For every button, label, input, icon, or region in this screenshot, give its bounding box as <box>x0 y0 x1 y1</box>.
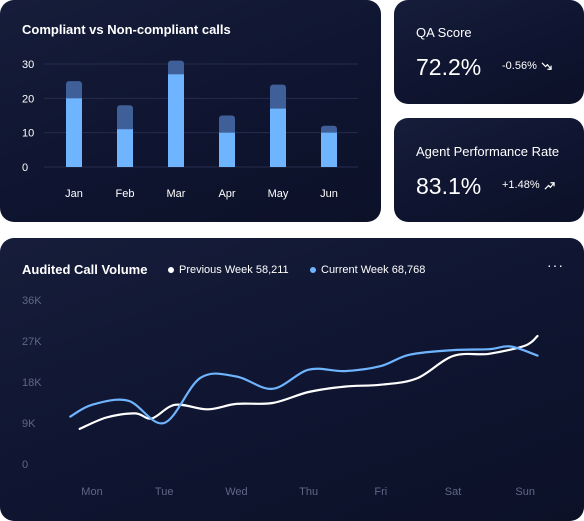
bar-compliant <box>117 129 133 167</box>
audited-call-volume-chart: 0 9K 18K 27K 36K Mon Tue Wed Thu Fri Sat Sun <box>22 295 539 498</box>
legend-dot-previous <box>168 267 174 273</box>
trend-down-icon <box>541 61 552 70</box>
line-chart-title: Audited Call Volume <box>22 262 148 277</box>
line-x-tick-label: Thu <box>299 486 318 498</box>
agent-performance-value: 83.1% <box>416 173 482 199</box>
line-y-tick-label: 9K <box>22 418 36 430</box>
bar-compliant <box>168 74 184 167</box>
trend-up-icon <box>544 181 555 190</box>
agent-performance-delta-text: +1.48% <box>502 179 540 191</box>
agent-performance-title: Agent Performance Rate <box>416 144 560 159</box>
line-x-tick-label: Tue <box>155 486 174 498</box>
qa-score-card: QA Score 72.2% -0.56% <box>394 0 584 104</box>
line-x-tick-label: Wed <box>225 486 247 498</box>
bar-compliant <box>219 132 235 167</box>
bar-chart-title: Compliant vs Non-compliant calls <box>22 22 231 37</box>
bar-noncompliant <box>219 115 235 137</box>
bar-noncompliant <box>168 60 184 79</box>
line-x-tick-label: Mon <box>81 486 102 498</box>
bar-x-tick-label: Jan <box>65 188 83 200</box>
bar-y-tick-label: 20 <box>22 93 34 105</box>
legend-previous-label: Previous Week 58,211 <box>179 264 289 276</box>
legend-current-week: Current Week 68,768 <box>310 264 425 276</box>
agent-performance-card: Agent Performance Rate 83.1% +1.48% <box>394 118 584 222</box>
bar-noncompliant <box>117 105 133 134</box>
bar-x-tick-label: Apr <box>218 188 235 200</box>
bar-compliant <box>270 108 286 167</box>
bar-compliant <box>66 98 82 167</box>
bar-x-tick-label: Feb <box>116 188 135 200</box>
bar-y-tick-label: 30 <box>22 59 34 71</box>
bar-compliant <box>321 132 337 167</box>
legend-current-label: Current Week 68,768 <box>321 264 426 276</box>
bar-y-tick-label: 10 <box>22 128 34 140</box>
line-x-tick-label: Fri <box>374 486 387 498</box>
line-y-tick-label: 18K <box>22 377 42 389</box>
bar-x-tick-label: Jun <box>320 188 338 200</box>
agent-performance-delta: +1.48% <box>502 179 555 191</box>
previous-week-line <box>78 334 539 430</box>
line-y-tick-label: 0 <box>22 459 28 471</box>
legend-previous-week: Previous Week 58,211 <box>168 264 289 276</box>
compliance-bar-chart: 0 10 20 30 Jan Feb Mar Apr May Jun <box>22 59 358 200</box>
more-options-button[interactable]: ··· <box>547 257 564 273</box>
line-y-tick-label: 27K <box>22 336 42 348</box>
bar-x-tick-label: Mar <box>167 188 186 200</box>
line-y-tick-label: 36K <box>22 295 42 307</box>
current-week-line <box>69 345 539 425</box>
bar-noncompliant <box>270 84 286 113</box>
line-x-tick-label: Sat <box>445 486 462 498</box>
audited-call-volume-card: Audited Call Volume Previous Week 58,211… <box>0 238 584 521</box>
bar-noncompliant <box>66 81 82 103</box>
bar-x-tick-label: May <box>268 188 289 200</box>
qa-score-delta: -0.56% <box>502 60 552 72</box>
qa-score-value: 72.2% <box>416 54 482 80</box>
line-x-tick-label: Sun <box>515 486 535 498</box>
qa-score-delta-text: -0.56% <box>502 60 537 72</box>
compliance-bar-card: Compliant vs Non-compliant calls 0 10 20 30… <box>0 0 381 222</box>
legend-dot-current <box>310 267 316 273</box>
qa-score-title: QA Score <box>416 25 472 40</box>
bar-y-tick-label: 0 <box>22 162 28 174</box>
